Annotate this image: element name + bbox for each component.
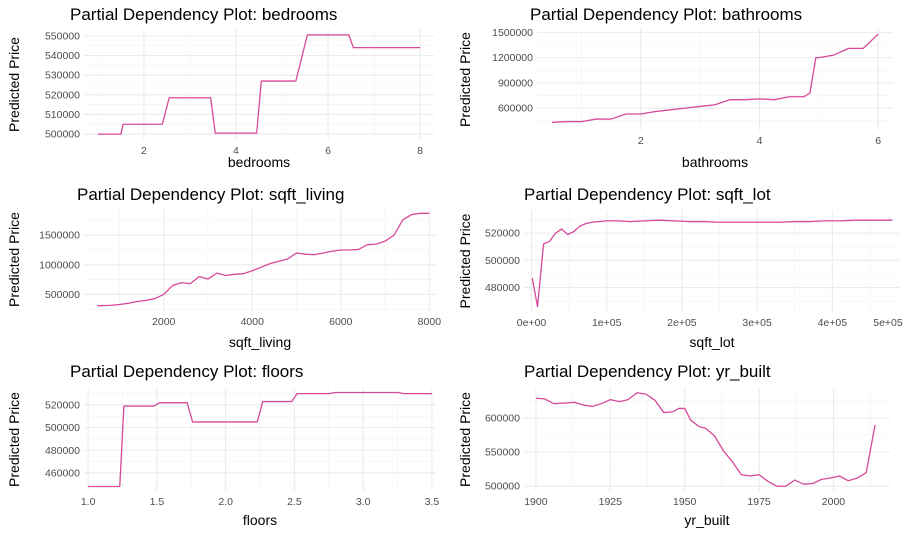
series-line [551,33,879,124]
y-axis-label: Predicted Price [6,37,22,132]
y-axis-label: Predicted Price [6,392,22,487]
chart-panel-6: 1900 1925 1950 1975 2000 500000 550000 600000 Pa… [457,362,890,528]
x-axis-label: bedrooms [228,154,290,170]
y-tick-label: 500000 [45,289,80,301]
y-tick-label: 520000 [45,399,80,411]
y-tick-label: 520000 [485,228,520,240]
y-tick-label: 540000 [45,50,80,62]
chart-title: Partial Dependency Plot: sqft_lot [524,185,771,204]
series-line [88,391,432,488]
y-tick-label: 1200000 [492,52,533,64]
y-tick-label: 480000 [45,445,80,457]
y-tick-label: 460000 [45,467,80,479]
x-axis-label: sqft_lot [689,334,734,350]
y-tick-label: 1000000 [39,259,80,271]
x-tick-label: 4 [233,145,239,157]
x-axis-label: bathrooms [682,154,748,170]
y-tick-label: 500000 [485,481,520,493]
y-axis-label: Predicted Price [457,32,473,127]
chart-panel-1: 2 4 6 8 500000 510000 520000 530000 540000 550000… [6,5,434,170]
chart-panel-3: 2000 4000 6000 8000 500000 1000000 1500000 Part… [6,185,441,350]
x-axis-label: sqft_living [229,334,291,350]
chart-title: Partial Dependency Plot: bathrooms [530,5,802,24]
x-tick-label: 3.0 [356,496,371,508]
x-tick-label: 4000 [241,316,265,328]
y-tick-label: 500000 [45,422,80,434]
x-tick-label: 2.0 [218,496,233,508]
chart-title: Partial Dependency Plot: floors [70,362,303,381]
y-tick-label: 500000 [485,255,520,267]
y-tick-label: 600000 [485,413,520,425]
chart-title: Partial Dependency Plot: bedrooms [70,5,337,24]
y-tick-label: 510000 [45,109,80,121]
y-tick-label: 900000 [498,77,533,89]
series-line [97,34,421,135]
y-tick-label: 520000 [45,89,80,101]
x-tick-label: 2000 [822,496,846,508]
x-tick-label: 6 [325,145,331,157]
y-tick-label: 1500000 [39,230,80,242]
x-tick-label: 5e+05 [873,317,903,329]
x-tick-label: 2000 [152,316,176,328]
y-tick-label: 500000 [45,129,80,141]
x-tick-label: 6 [875,135,881,147]
x-axis-label: floors [243,512,277,528]
y-axis-label: Predicted Price [457,392,473,487]
x-tick-label: 1.5 [150,496,165,508]
x-tick-label: 3e+05 [742,317,772,329]
y-axis-label: Predicted Price [6,212,22,307]
y-tick-label: 1500000 [492,27,533,39]
x-tick-label: 4e+05 [818,317,848,329]
x-axis-label: yr_built [684,512,729,528]
x-tick-label: 0e+00 [517,317,547,329]
x-tick-label: 1925 [599,496,623,508]
chart-panel-5: 1.0 1.5 2.0 2.5 3.0 3.5 460000 480000 500000 5200… [6,362,439,528]
x-tick-label: 2.5 [287,496,302,508]
x-tick-label: 2 [638,135,644,147]
y-tick-label: 530000 [45,70,80,82]
chart-panel-2: 2 4 6 600000 900000 1200000 1500000 Partial Dep… [457,5,893,170]
x-tick-label: 1950 [673,496,697,508]
y-tick-label: 600000 [498,103,533,115]
y-tick-label: 550000 [45,30,80,42]
chart-title: Partial Dependency Plot: yr_built [524,362,771,381]
x-tick-label: 1900 [524,496,548,508]
y-tick-label: 480000 [485,282,520,294]
x-tick-label: 2e+05 [667,317,697,329]
x-tick-label: 1e+05 [592,317,622,329]
series-line [535,392,876,487]
x-tick-label: 3.5 [425,496,440,508]
x-tick-label: 8000 [418,316,442,328]
chart-title: Partial Dependency Plot: sqft_living [77,185,344,204]
x-tick-label: 1.0 [81,496,96,508]
y-axis-label: Predicted Price [457,213,473,308]
chart-panel-4: 0e+00 1e+05 2e+05 3e+05 4e+05 5e+05 480000 5000… [457,185,903,350]
series-line [97,212,430,307]
series-line [531,219,893,308]
y-tick-label: 550000 [485,447,520,459]
x-tick-label: 1975 [747,496,771,508]
x-tick-label: 4 [757,135,763,147]
x-tick-label: 8 [417,145,423,157]
x-tick-label: 6000 [329,316,353,328]
x-tick-label: 2 [141,145,147,157]
